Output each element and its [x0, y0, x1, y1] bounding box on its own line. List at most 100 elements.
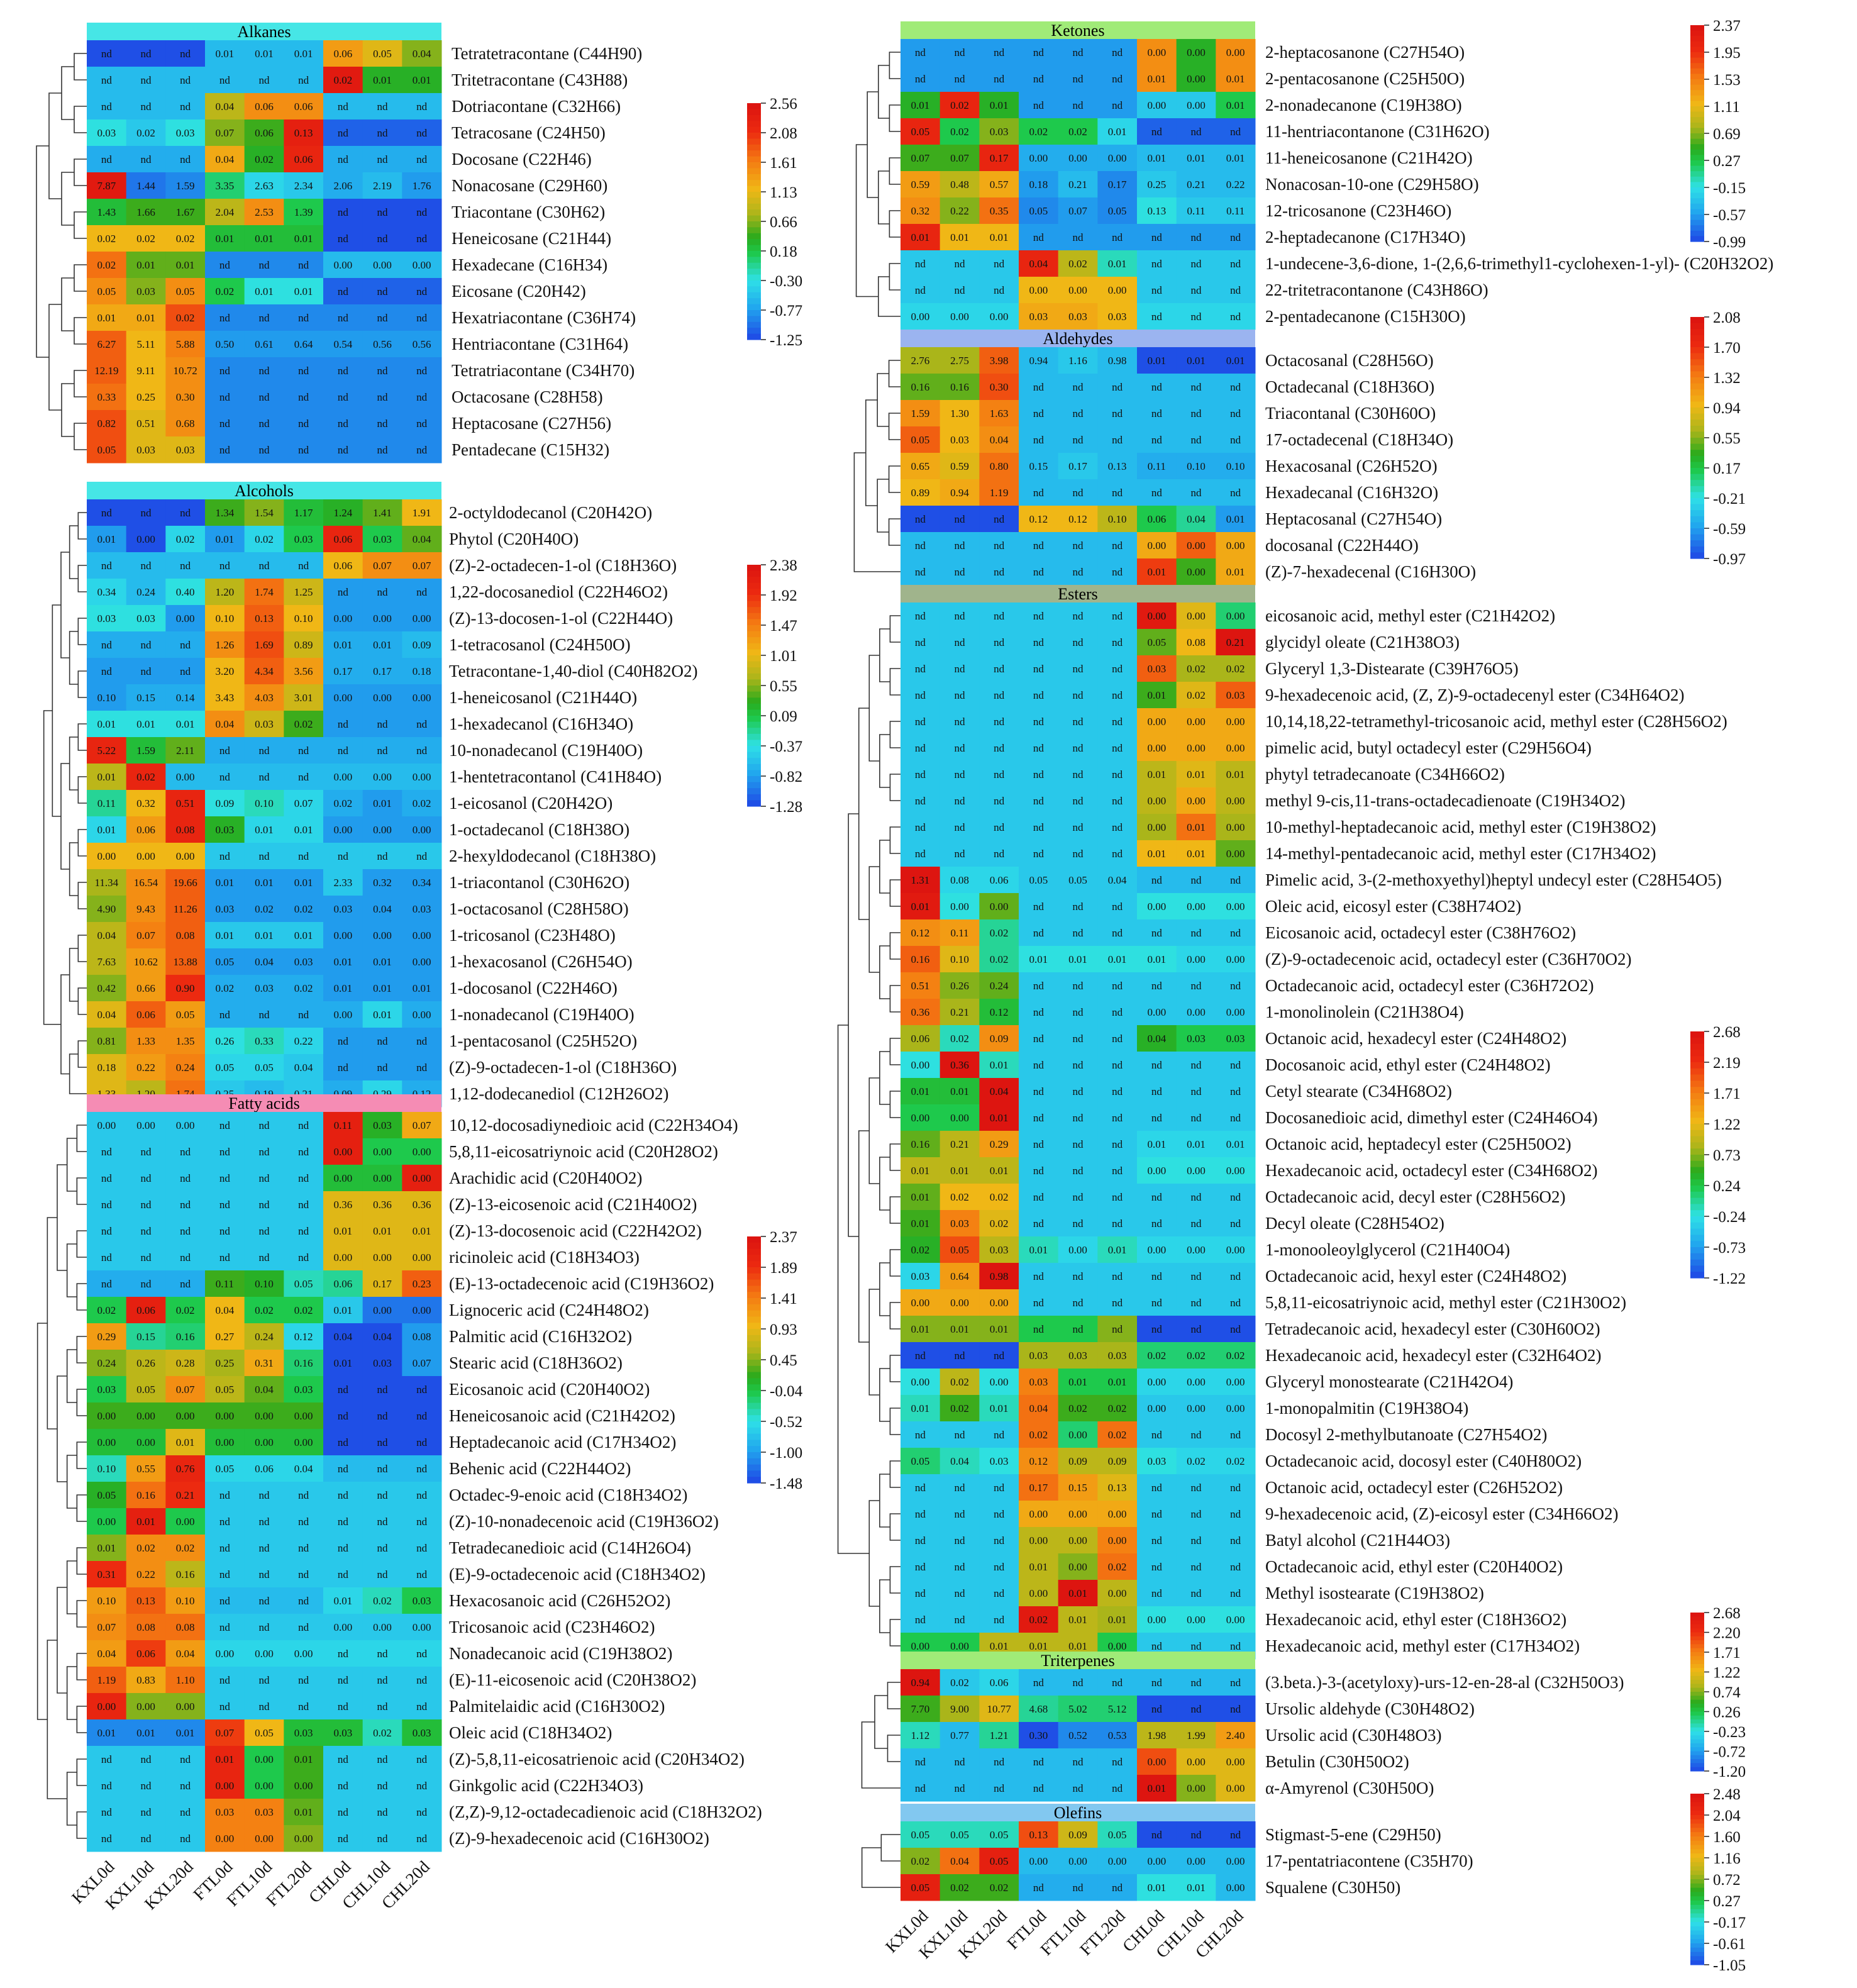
- cell-value: 11.26: [174, 903, 197, 915]
- heatmap-cell: [244, 93, 284, 120]
- heatmap-cell: [323, 1799, 363, 1826]
- heatmap-cell: [323, 146, 363, 173]
- cell-value: nd: [416, 1384, 428, 1396]
- cell-value: nd: [1230, 1829, 1241, 1841]
- heatmap-cell: [205, 790, 245, 817]
- heatmap-cell: [362, 304, 402, 331]
- legend-swatch: [1690, 359, 1704, 366]
- heatmap-cell: [284, 278, 324, 305]
- legend-swatch: [747, 607, 761, 614]
- heatmap-cell: [284, 1165, 324, 1192]
- heatmap-cell: [979, 118, 1019, 145]
- legend-tick-label: 2.08: [1713, 309, 1741, 326]
- heatmap-cell: [165, 1825, 206, 1852]
- row-label: 2-pentacosanone (C25H50O): [1265, 69, 1465, 88]
- cell-value: nd: [1151, 1059, 1163, 1071]
- row-label: (3.beta.)-3-(acetyloxy)-urs-12-en-28-al …: [1265, 1673, 1624, 1692]
- heatmap-cell: [1019, 479, 1059, 506]
- cell-value: 0.00: [1187, 47, 1206, 58]
- legend-swatch: [1690, 492, 1704, 499]
- cell-value: nd: [1230, 1270, 1241, 1282]
- cell-value: nd: [101, 1146, 113, 1158]
- legend-swatch: [1690, 468, 1704, 475]
- cell-value: nd: [101, 639, 113, 651]
- cell-value: 1.59: [911, 408, 929, 419]
- cell-value: 0.06: [136, 1009, 155, 1021]
- legend-swatch: [1690, 30, 1704, 36]
- legend-swatch: [1690, 155, 1704, 161]
- cell-value: 0.01: [215, 48, 234, 60]
- cell-value: 0.00: [1068, 1535, 1087, 1547]
- cell-value: 0.01: [911, 1165, 929, 1177]
- heatmap-cell: [284, 410, 324, 437]
- heatmap-cell: [87, 304, 127, 331]
- cell-value: 0.00: [294, 1436, 313, 1448]
- cell-value: 0.01: [1147, 1782, 1166, 1794]
- heatmap-cell: [979, 453, 1019, 480]
- heatmap-cell: [126, 1640, 166, 1667]
- cell-value: 0.17: [990, 152, 1009, 164]
- cell-value: 11.34: [95, 877, 119, 889]
- heatmap-cell: [402, 658, 442, 685]
- cell-value: nd: [994, 1535, 1005, 1547]
- heatmap-cell: [323, 1429, 363, 1456]
- heatmap-cell: [205, 922, 245, 949]
- cell-value: 4.90: [97, 903, 116, 915]
- row-label: 11-hentriacontanone (C31H62O): [1265, 122, 1490, 141]
- heatmap-cell: [165, 843, 206, 870]
- heatmap-cell: [205, 1323, 245, 1350]
- heatmap-cell: [126, 631, 166, 658]
- cell-value: 0.10: [255, 1278, 274, 1290]
- heatmap-cell: [402, 146, 442, 173]
- legend-swatch: [1690, 1711, 1704, 1716]
- cell-value: nd: [1151, 1482, 1163, 1494]
- heatmap-cell: [362, 1825, 402, 1852]
- cell-value: 0.00: [990, 901, 1009, 913]
- cell-value: nd: [377, 418, 389, 430]
- row-label: Heptacosane (C27H56): [452, 414, 611, 433]
- cell-value: 0.77: [950, 1730, 969, 1741]
- cell-value: 0.01: [176, 718, 195, 730]
- cell-value: nd: [101, 1833, 113, 1845]
- cell-value: nd: [416, 1436, 428, 1448]
- heatmap-cell: [402, 1138, 442, 1165]
- cell-value: 0.94: [1029, 355, 1048, 367]
- cell-value: nd: [1151, 980, 1163, 992]
- cell-value: nd: [955, 47, 966, 58]
- cell-value: 0.01: [333, 1304, 352, 1316]
- cell-value: 0.00: [1187, 1756, 1206, 1768]
- cell-value: 0.05: [1147, 636, 1166, 648]
- cell-value: 0.08: [413, 1331, 431, 1343]
- cell-value: 0.00: [373, 1252, 392, 1263]
- cell-value: 1.99: [1187, 1730, 1206, 1741]
- dendrogram-branch: [868, 1500, 880, 1607]
- row-label: Behenic acid (C22H44O2): [449, 1459, 631, 1478]
- cell-value: nd: [1033, 1033, 1045, 1045]
- legend-swatch: [747, 1402, 761, 1409]
- cell-value: 0.03: [413, 903, 431, 915]
- legend-tick-label: -0.52: [770, 1414, 802, 1431]
- cell-value: 0.01: [1068, 1640, 1087, 1652]
- cell-value: 0.30: [176, 391, 195, 403]
- cell-value: 1.33: [136, 1035, 155, 1047]
- heatmap-cell: [87, 1402, 127, 1430]
- cell-value: 0.01: [911, 1218, 929, 1230]
- heatmap-cell: [940, 118, 980, 145]
- cell-value: 0.21: [1187, 179, 1206, 191]
- cell-value: 0.01: [1108, 1376, 1127, 1388]
- cell-value: 10.77: [987, 1703, 1012, 1715]
- legend-swatch: [747, 1329, 761, 1336]
- cell-value: 0.13: [294, 127, 313, 139]
- heatmap-cell: [87, 1350, 127, 1377]
- cell-value: nd: [1112, 795, 1123, 807]
- cell-value: nd: [338, 1806, 349, 1818]
- cell-value: 0.05: [215, 1463, 234, 1475]
- dendrogram-branch: [868, 1077, 880, 1184]
- heatmap-cell: [87, 499, 127, 526]
- legend-swatch: [747, 1261, 761, 1268]
- cell-value: nd: [259, 771, 270, 783]
- heatmap-cell: [126, 579, 166, 606]
- heatmap-cell: [126, 790, 166, 817]
- heatmap-cell: [126, 1270, 166, 1297]
- cell-value: 0.18: [97, 1062, 116, 1074]
